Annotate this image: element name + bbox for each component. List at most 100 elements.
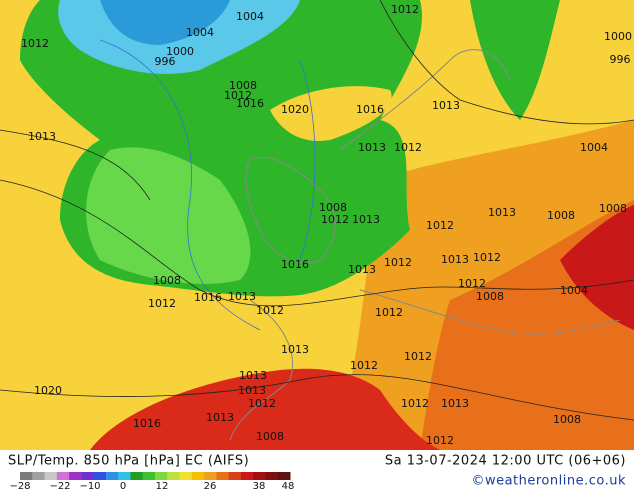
isobar-label: 1008 (476, 290, 504, 303)
colorbar-label: 38 (253, 481, 266, 490)
colorbar-swatch (20, 472, 33, 480)
isobar-label: 1012 (426, 434, 454, 447)
colorbar-swatch (56, 472, 70, 480)
colorbar-label: −10 (79, 481, 100, 490)
isobar-label: 1012 (404, 350, 432, 363)
isobar-label: 1013 (441, 397, 469, 410)
isobar-label: 1013 (441, 253, 469, 266)
isobar-label: 1013 (228, 290, 256, 303)
isobar-labels: 1004101210121004100099610009961008101210… (21, 3, 632, 447)
isobar-label: 1012 (401, 397, 429, 410)
colorbar-label: 0 (120, 481, 126, 490)
colorbar-swatch (69, 472, 82, 480)
isobar-label: 1016 (356, 103, 384, 116)
isobar-label: 1013 (352, 213, 380, 226)
isobar-label: 996 (155, 55, 176, 68)
footer (0, 450, 634, 490)
colorbar-swatch (105, 472, 119, 480)
colorbar-swatch (142, 472, 156, 480)
isobar-label: 1012 (473, 251, 501, 264)
yellow-patch (270, 86, 392, 141)
isobar-label: 1016 (194, 291, 222, 304)
colorbar-swatch (167, 472, 181, 480)
colorbar: −28 −22 −10 0 12 26 38 48 (9, 472, 294, 490)
green-area-north (470, 0, 560, 120)
title: SLP/Temp. 850 hPa [hPa] EC (AIFS) (8, 454, 249, 469)
isobar-label: 1016 (133, 417, 161, 430)
isobar-label: 1008 (319, 201, 347, 214)
isobar-label: 1013 (432, 99, 460, 112)
isobar-label: 1012 (426, 219, 454, 232)
isobar-label: 1012 (21, 37, 49, 50)
isobar-label: 1008 (153, 274, 181, 287)
colorbar-swatch (204, 472, 217, 480)
colorbar-swatch (240, 472, 254, 480)
light-green-area (86, 147, 251, 284)
isobar-label: 1012 (375, 306, 403, 319)
colorbar-label: 12 (156, 481, 169, 490)
isobar-label: 1008 (547, 209, 575, 222)
isobar-label: 1012 (321, 213, 349, 226)
isobar-label: 1012 (394, 141, 422, 154)
isobar-label: 1012 (350, 359, 378, 372)
isobar-label: 1020 (34, 384, 62, 397)
isobar-label: 1008 (599, 202, 627, 215)
colorbar-swatch (81, 472, 95, 480)
colorbar-swatch (32, 472, 46, 480)
colorbar-swatch (253, 472, 266, 480)
colorbar-label: −22 (49, 481, 70, 490)
colorbar-swatch (277, 472, 291, 480)
isobar-label: 1012 (224, 89, 252, 102)
isobar-label: 1008 (256, 430, 284, 443)
isobar-label: 1004 (560, 284, 588, 297)
isobar-label: 1012 (384, 256, 412, 269)
cold-area (100, 0, 230, 45)
isobar-label: 1016 (281, 258, 309, 271)
isobar-label: 1013 (358, 141, 386, 154)
isotherms (99, 39, 316, 331)
isobar-label: 1000 (166, 45, 194, 58)
isobar-label: 1000 (604, 30, 632, 43)
isobar-label: 1013 (348, 263, 376, 276)
isobar-label: 1008 (229, 79, 257, 92)
isobar-label: 1020 (281, 103, 309, 116)
isobar-label: 1013 (206, 411, 234, 424)
isobar-label: 1016 (236, 97, 264, 110)
isobar-label: 1012 (458, 277, 486, 290)
isobar-label: 1013 (28, 130, 56, 143)
isobar-label: 996 (610, 53, 631, 66)
colorbar-swatch (228, 472, 242, 480)
colorbar-swatch (155, 472, 168, 480)
coastlines (229, 49, 621, 441)
colorbar-swatch (44, 472, 58, 480)
isobar-label: 1004 (186, 26, 214, 39)
isobar-label: 1012 (148, 297, 176, 310)
colorbar-label: 26 (204, 481, 217, 490)
hot-area-south (90, 368, 440, 450)
isobars (0, 0, 634, 421)
colorbar-swatch (179, 472, 193, 480)
isobar-label: 1012 (248, 397, 276, 410)
colorbar-swatch (93, 472, 107, 480)
isobar-label: 1012 (256, 304, 284, 317)
colorbar-swatch (118, 472, 131, 480)
isobar-label: 1004 (580, 141, 608, 154)
hot-area-east (560, 205, 634, 330)
colorbar-swatch (216, 472, 230, 480)
isobar-label: 1008 (553, 413, 581, 426)
isobar-label: 1013 (281, 343, 309, 356)
isobar-label: 1013 (239, 369, 267, 382)
copyright: ©weatheronline.co.uk (471, 474, 626, 489)
map (0, 0, 634, 450)
colorbar-swatch (265, 472, 279, 480)
colorbar-swatch (191, 472, 205, 480)
isobar-label: 1013 (238, 384, 266, 397)
isobar-label: 1013 (488, 206, 516, 219)
valid-time: Sa 13-07-2024 12:00 UTC (06+06) (385, 454, 626, 469)
isobar-label: 1012 (391, 3, 419, 16)
isobar-label: 1004 (236, 10, 264, 23)
colorbar-label: 48 (282, 481, 295, 490)
colorbar-swatch (130, 472, 144, 480)
colorbar-label: −28 (9, 481, 30, 490)
